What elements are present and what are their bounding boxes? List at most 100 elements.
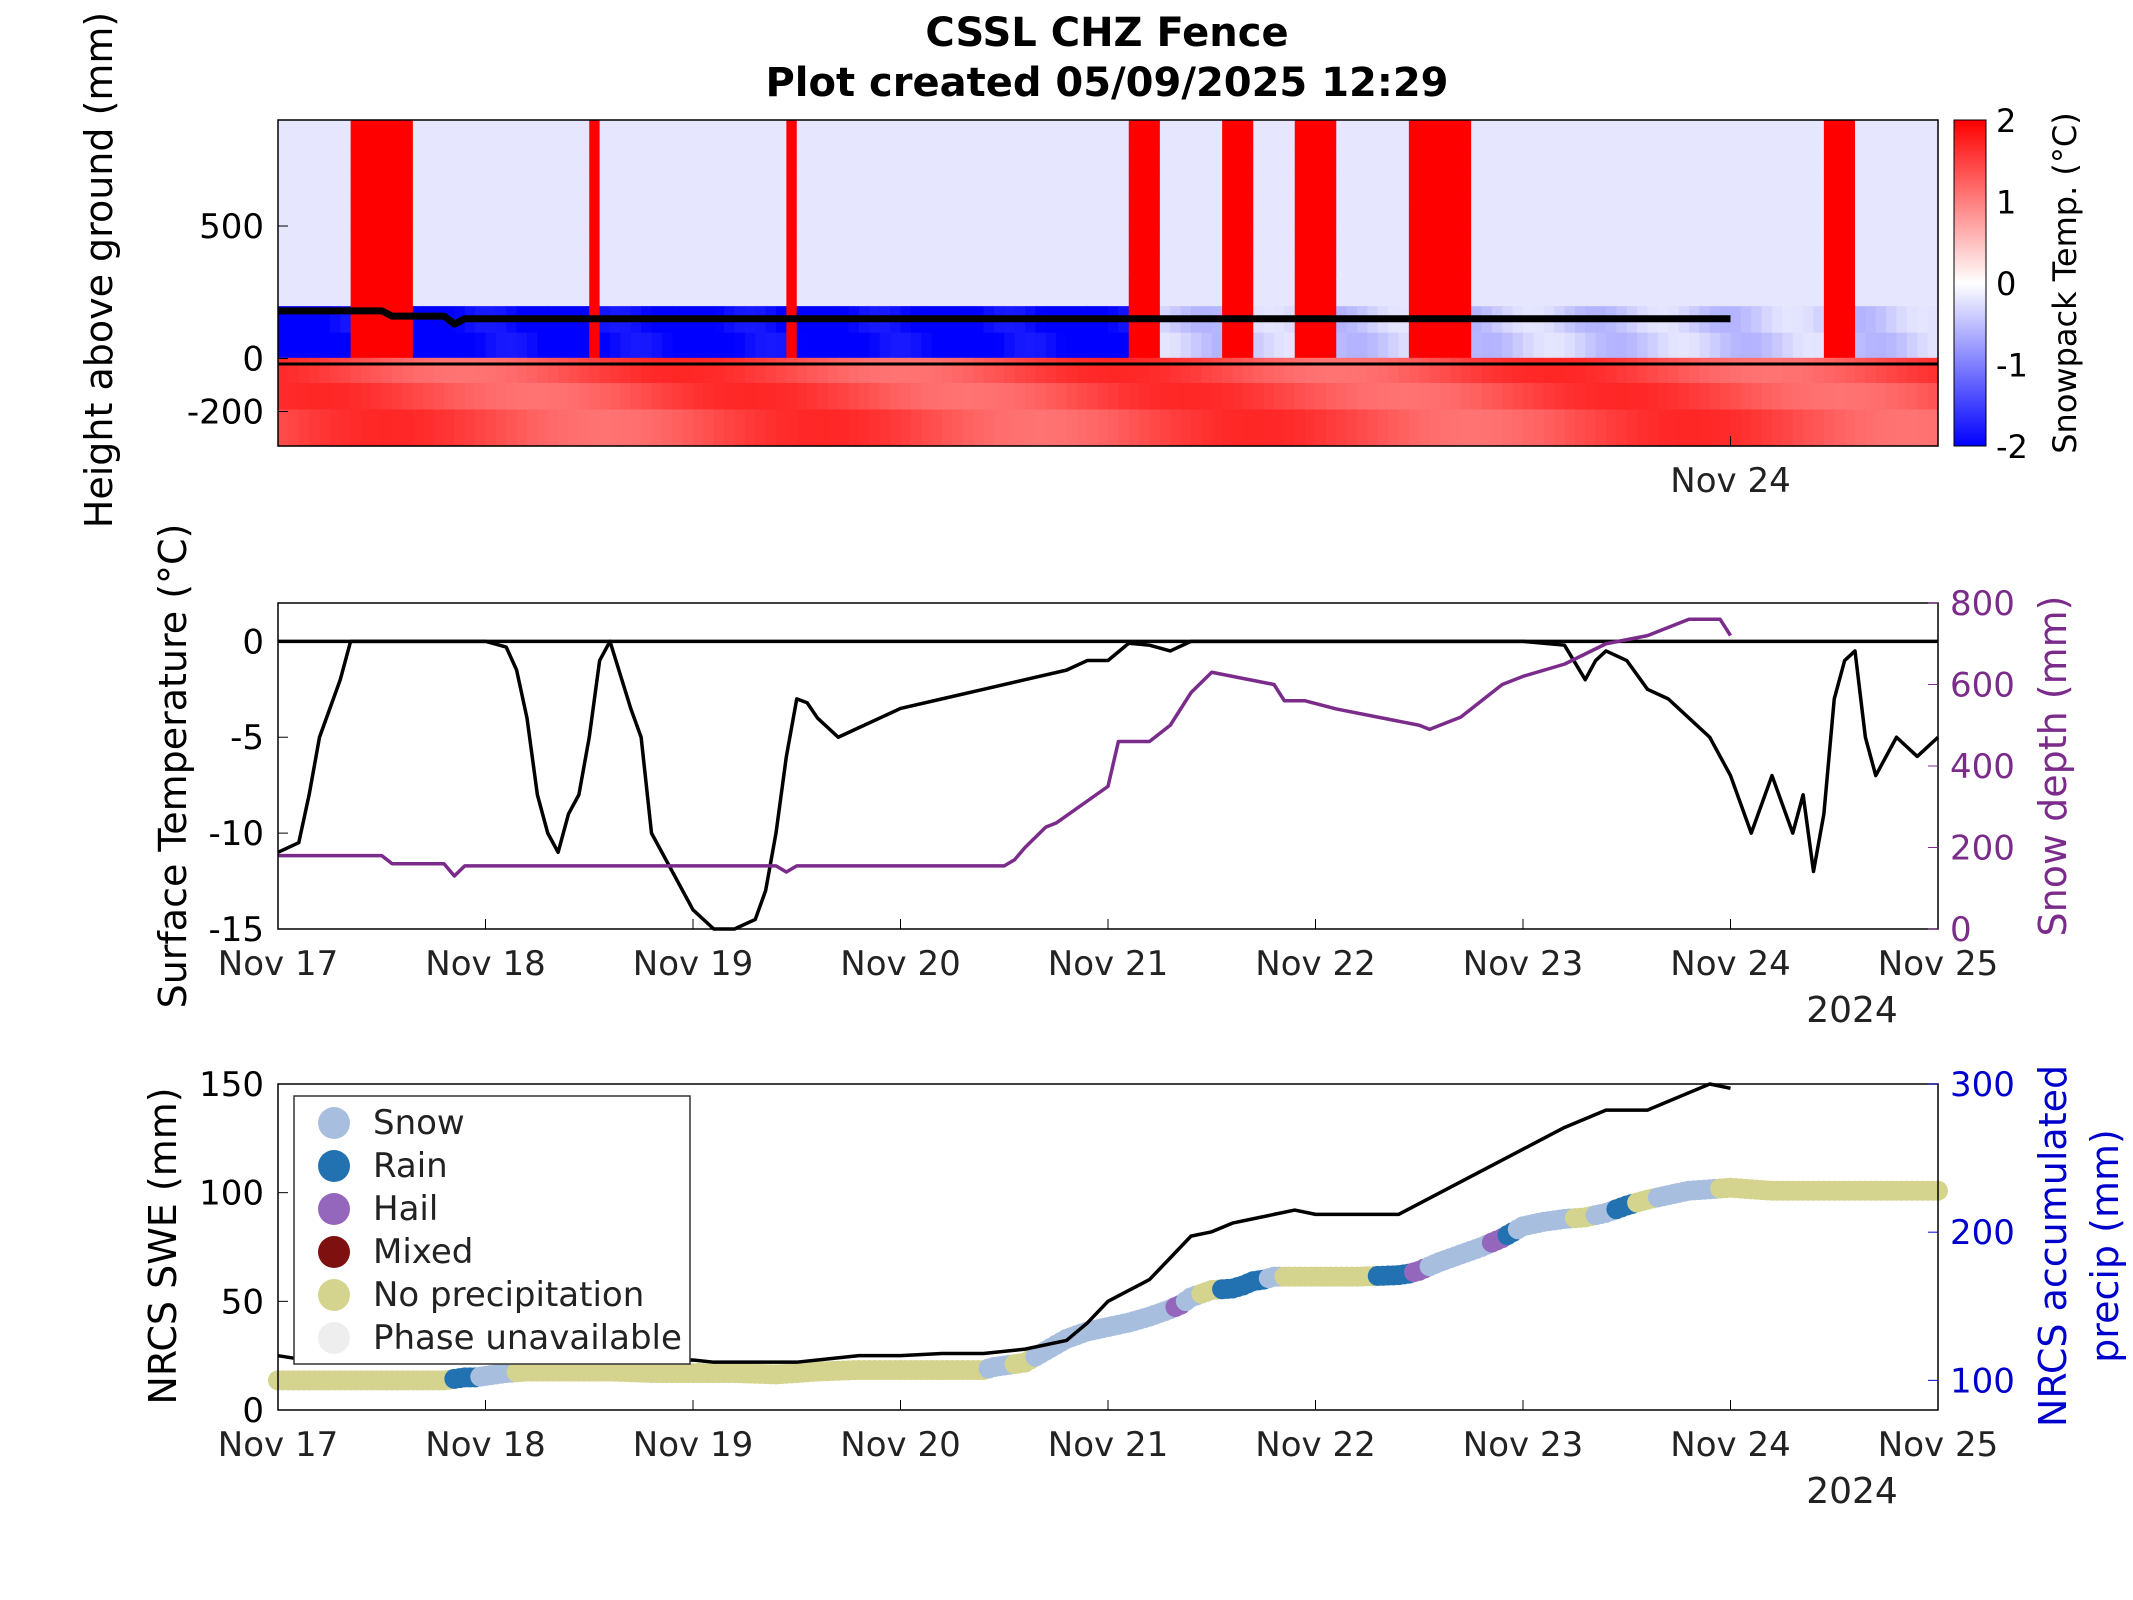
heatmap-cell <box>1606 226 1617 254</box>
heatmap-cell <box>547 252 559 280</box>
heatmap-cell <box>589 226 601 254</box>
heatmap-cell <box>1087 382 1099 410</box>
heatmap-cell <box>1668 382 1680 410</box>
heatmap-cell <box>734 408 746 447</box>
heatmap-cell <box>1896 408 1908 447</box>
heatmap-cell <box>651 252 663 280</box>
heatmap-cell <box>1274 279 1285 307</box>
heatmap-cell <box>1709 332 1721 358</box>
heatmap-cell <box>1045 279 1057 307</box>
heatmap-cell <box>973 120 985 148</box>
heatmap-cell <box>506 252 518 280</box>
heatmap-cell <box>1159 120 1171 148</box>
heatmap-cell <box>1533 279 1545 307</box>
heatmap-cell <box>1709 226 1721 254</box>
heatmap-cell <box>765 199 777 227</box>
heatmap-cell <box>890 408 902 447</box>
heatmap-cell <box>1751 305 1763 333</box>
heatmap-cell <box>278 279 289 307</box>
heatmap-cell <box>1004 382 1016 410</box>
heatmap-cell <box>620 332 632 358</box>
heatmap-cell <box>1450 173 1462 201</box>
heatmap-cell <box>1616 146 1628 174</box>
heatmap-cell <box>1699 120 1711 148</box>
heatmap-cell <box>319 173 331 201</box>
heatmap-cell <box>423 146 435 174</box>
heatmap-cell <box>1336 357 1348 383</box>
heatmap-cell <box>1543 357 1555 383</box>
heatmap-cell <box>464 332 476 358</box>
heatmap-cell <box>983 279 995 307</box>
heatmap-cell <box>1834 357 1846 383</box>
heatmap-cell <box>1460 173 1472 201</box>
heatmap-cell <box>776 279 787 307</box>
heatmap-cell <box>288 252 300 280</box>
heatmap-cell <box>1118 357 1130 383</box>
heatmap-cell <box>578 357 590 383</box>
heatmap-cell <box>402 382 414 410</box>
heatmap-cell <box>1813 305 1825 333</box>
heatmap-cell <box>1699 332 1711 358</box>
heatmap-cell <box>1740 382 1752 410</box>
heatmap-cell <box>620 146 632 174</box>
heatmap-cell <box>1232 173 1244 201</box>
heatmap-cell <box>1782 279 1794 307</box>
heatmap-cell <box>838 252 850 280</box>
heatmap-cell <box>931 332 943 358</box>
heatmap-cell <box>1014 332 1026 358</box>
heatmap-cell <box>1668 408 1680 447</box>
heatmap-cell <box>786 173 798 201</box>
heatmap-cell <box>1782 173 1794 201</box>
heatmap-cell <box>1118 332 1130 358</box>
heatmap-cell <box>1574 357 1586 383</box>
heatmap-cell <box>641 226 653 254</box>
heatmap-cell <box>1159 357 1171 383</box>
heatmap-cell <box>527 226 538 254</box>
heatmap-cell <box>942 382 953 410</box>
heatmap-cell <box>1097 279 1109 307</box>
colorbar: 210-1-2 Snowpack Temp. (°C) <box>1953 102 2084 466</box>
heatmap-cell <box>890 357 902 383</box>
chart-subtitle: Plot created 05/09/2025 12:29 <box>765 60 1448 106</box>
heatmap-cell <box>942 199 953 227</box>
heatmap-cell <box>1927 226 1939 254</box>
heatmap-cell <box>1066 146 1078 174</box>
heatmap-cell <box>454 382 466 410</box>
heatmap-cell <box>1274 199 1285 227</box>
heatmap-cell <box>786 120 798 148</box>
heatmap-cell <box>1709 408 1721 447</box>
legend-box <box>293 1095 691 1365</box>
heatmap-cell <box>1554 382 1566 410</box>
heatmap-cell <box>527 357 538 383</box>
heatmap-cell <box>869 357 881 383</box>
heatmap-cell <box>827 173 839 201</box>
heatmap-cell <box>993 173 1005 201</box>
heatmap-cell <box>952 357 964 383</box>
heatmap-cell <box>1751 120 1763 148</box>
heatmap-cell <box>558 382 570 410</box>
heatmap-cell <box>288 226 300 254</box>
heatmap-cell <box>807 279 819 307</box>
heatmap-cell <box>1730 120 1742 148</box>
heatmap-cell <box>423 408 435 447</box>
heatmap-cell <box>1025 199 1036 227</box>
heatmap-cell <box>755 252 767 280</box>
heatmap-cell <box>1294 382 1306 410</box>
heatmap-cell <box>1906 332 1918 358</box>
heatmap-cell <box>661 199 673 227</box>
heatmap-cell <box>1346 120 1358 148</box>
heatmap-cell <box>340 199 352 227</box>
heatmap-cell <box>651 226 663 254</box>
heatmap-cell <box>1927 252 1939 280</box>
heatmap-cell <box>817 199 829 227</box>
heatmap-cell <box>1004 357 1016 383</box>
heatmap-cell <box>1108 357 1119 383</box>
heatmap-cell <box>661 120 673 148</box>
heatmap-cell <box>558 146 570 174</box>
heatmap-cell <box>1066 226 1078 254</box>
heatmap-cell <box>1284 146 1296 174</box>
heatmap-cell <box>1440 226 1451 254</box>
heatmap-snow-depth-line <box>278 307 1731 328</box>
heatmap-cell <box>962 252 974 280</box>
heatmap-cell <box>1460 357 1472 383</box>
